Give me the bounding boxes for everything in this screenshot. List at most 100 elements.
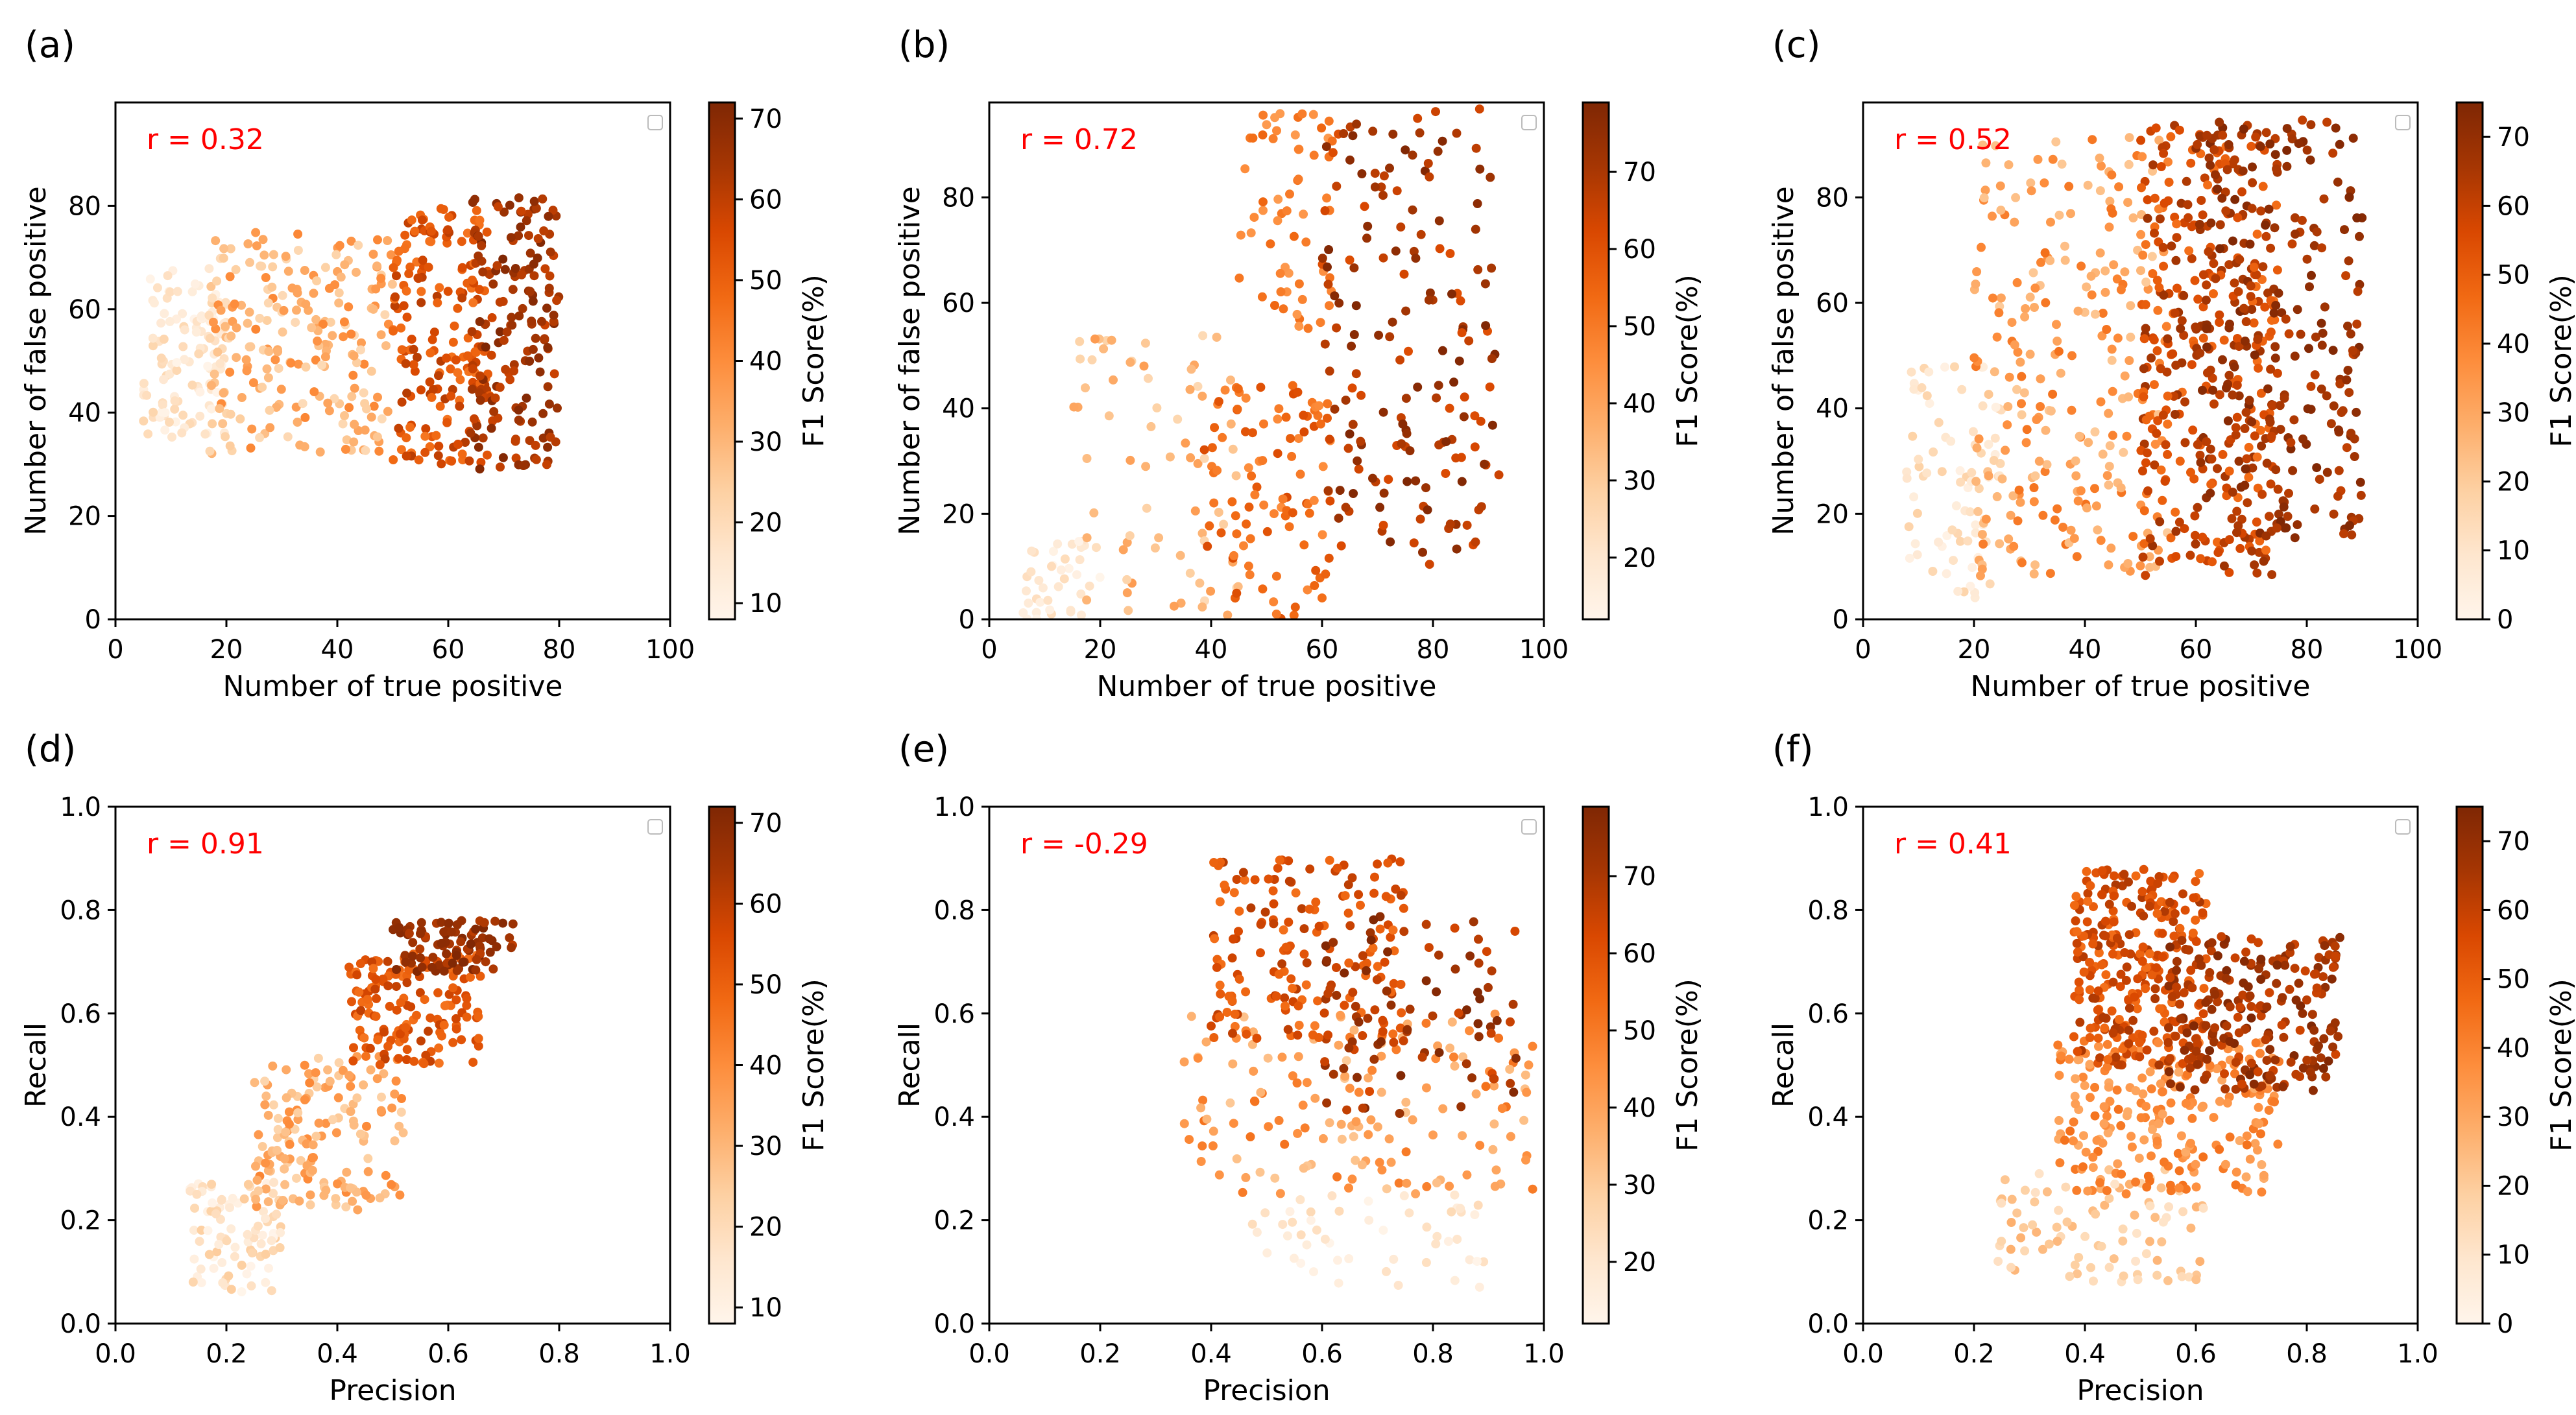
data-point bbox=[2228, 390, 2237, 400]
data-point bbox=[293, 418, 302, 427]
data-point bbox=[218, 1278, 228, 1288]
data-point bbox=[2245, 239, 2255, 249]
data-point bbox=[1949, 556, 1958, 565]
data-point bbox=[1345, 256, 1354, 265]
data-point bbox=[1467, 1073, 1476, 1083]
data-point bbox=[142, 390, 152, 400]
data-point bbox=[455, 375, 465, 385]
data-point bbox=[2036, 257, 2045, 267]
data-point bbox=[2165, 1115, 2174, 1125]
data-point bbox=[2353, 287, 2363, 296]
data-point bbox=[2012, 385, 2021, 394]
data-point bbox=[2016, 357, 2025, 367]
data-point bbox=[1244, 561, 1253, 571]
data-point bbox=[2007, 1195, 2017, 1204]
data-point bbox=[2177, 316, 2187, 326]
data-point bbox=[1076, 589, 1086, 599]
data-point bbox=[2095, 153, 2104, 163]
data-point bbox=[2266, 327, 2276, 337]
data-point bbox=[1342, 1105, 1352, 1115]
data-point bbox=[2086, 1093, 2095, 1102]
data-point bbox=[1457, 328, 1467, 338]
data-point bbox=[2245, 1154, 2255, 1164]
data-point bbox=[1310, 1093, 1320, 1103]
data-point bbox=[207, 1180, 217, 1189]
data-point bbox=[2083, 180, 2093, 190]
data-point bbox=[375, 1060, 385, 1069]
data-point bbox=[1277, 1052, 1287, 1062]
data-point bbox=[1471, 224, 1480, 234]
data-point bbox=[440, 1001, 450, 1010]
data-point bbox=[1340, 968, 1349, 978]
data-point bbox=[1284, 522, 1294, 532]
colorbar-tick-label: 30 bbox=[2497, 1102, 2530, 1132]
data-point bbox=[1997, 1198, 2006, 1208]
data-point bbox=[263, 1110, 273, 1120]
data-point bbox=[2166, 533, 2176, 543]
data-point bbox=[163, 271, 173, 281]
data-point bbox=[2320, 941, 2329, 951]
data-point bbox=[2067, 351, 2076, 361]
data-point bbox=[446, 391, 456, 401]
data-point bbox=[1417, 1052, 1427, 1062]
data-point bbox=[2097, 331, 2107, 340]
data-point bbox=[1266, 239, 1275, 249]
data-point bbox=[2126, 1132, 2136, 1141]
y-tick-label: 20 bbox=[68, 502, 101, 532]
data-point bbox=[251, 1161, 260, 1171]
data-point bbox=[273, 1124, 283, 1134]
data-point bbox=[347, 392, 357, 401]
data-point bbox=[2165, 1180, 2175, 1190]
data-point bbox=[326, 317, 335, 327]
data-point bbox=[1319, 1008, 1329, 1018]
data-point bbox=[2137, 152, 2147, 161]
data-point bbox=[421, 1051, 431, 1060]
data-point bbox=[2224, 567, 2234, 577]
data-point bbox=[1447, 289, 1456, 299]
data-point bbox=[402, 313, 412, 322]
data-point bbox=[402, 286, 411, 296]
data-point bbox=[1423, 505, 1432, 515]
data-point bbox=[1399, 1191, 1409, 1200]
data-point bbox=[1402, 477, 1412, 486]
data-point bbox=[1482, 947, 1491, 957]
data-point bbox=[1474, 1032, 1484, 1041]
data-point bbox=[139, 416, 149, 426]
data-point bbox=[2284, 329, 2294, 339]
data-point bbox=[1349, 1025, 1359, 1035]
data-point bbox=[527, 316, 536, 326]
data-point bbox=[2206, 946, 2216, 956]
data-point bbox=[2309, 241, 2319, 250]
data-point bbox=[1454, 356, 1464, 366]
data-point bbox=[1289, 232, 1299, 241]
data-point bbox=[1292, 1078, 1302, 1088]
data-point bbox=[1226, 375, 1235, 385]
data-point bbox=[1942, 531, 1952, 540]
y-axis-label: Recall bbox=[1767, 1023, 1800, 1108]
data-point bbox=[300, 266, 309, 275]
data-point bbox=[426, 348, 435, 358]
legend-box bbox=[1521, 115, 1537, 130]
data-point bbox=[2045, 569, 2055, 578]
data-point bbox=[395, 1190, 405, 1200]
data-point bbox=[2291, 230, 2300, 239]
data-point bbox=[514, 415, 524, 425]
data-point bbox=[2100, 1023, 2110, 1033]
data-point bbox=[1285, 1207, 1295, 1217]
data-point bbox=[1348, 420, 1358, 429]
data-point bbox=[1122, 575, 1132, 584]
data-point bbox=[2038, 510, 2048, 520]
data-point bbox=[2107, 1006, 2117, 1016]
data-point bbox=[2085, 958, 2095, 967]
data-point bbox=[1322, 193, 1332, 203]
data-point bbox=[1473, 199, 1482, 208]
data-point bbox=[1925, 399, 1934, 409]
data-point bbox=[2148, 269, 2158, 278]
data-point bbox=[457, 449, 467, 459]
data-point bbox=[191, 327, 201, 337]
data-point bbox=[549, 311, 559, 320]
data-point bbox=[2242, 454, 2252, 464]
data-point bbox=[1195, 578, 1205, 588]
data-point bbox=[1347, 383, 1357, 393]
data-point bbox=[1365, 1087, 1375, 1097]
